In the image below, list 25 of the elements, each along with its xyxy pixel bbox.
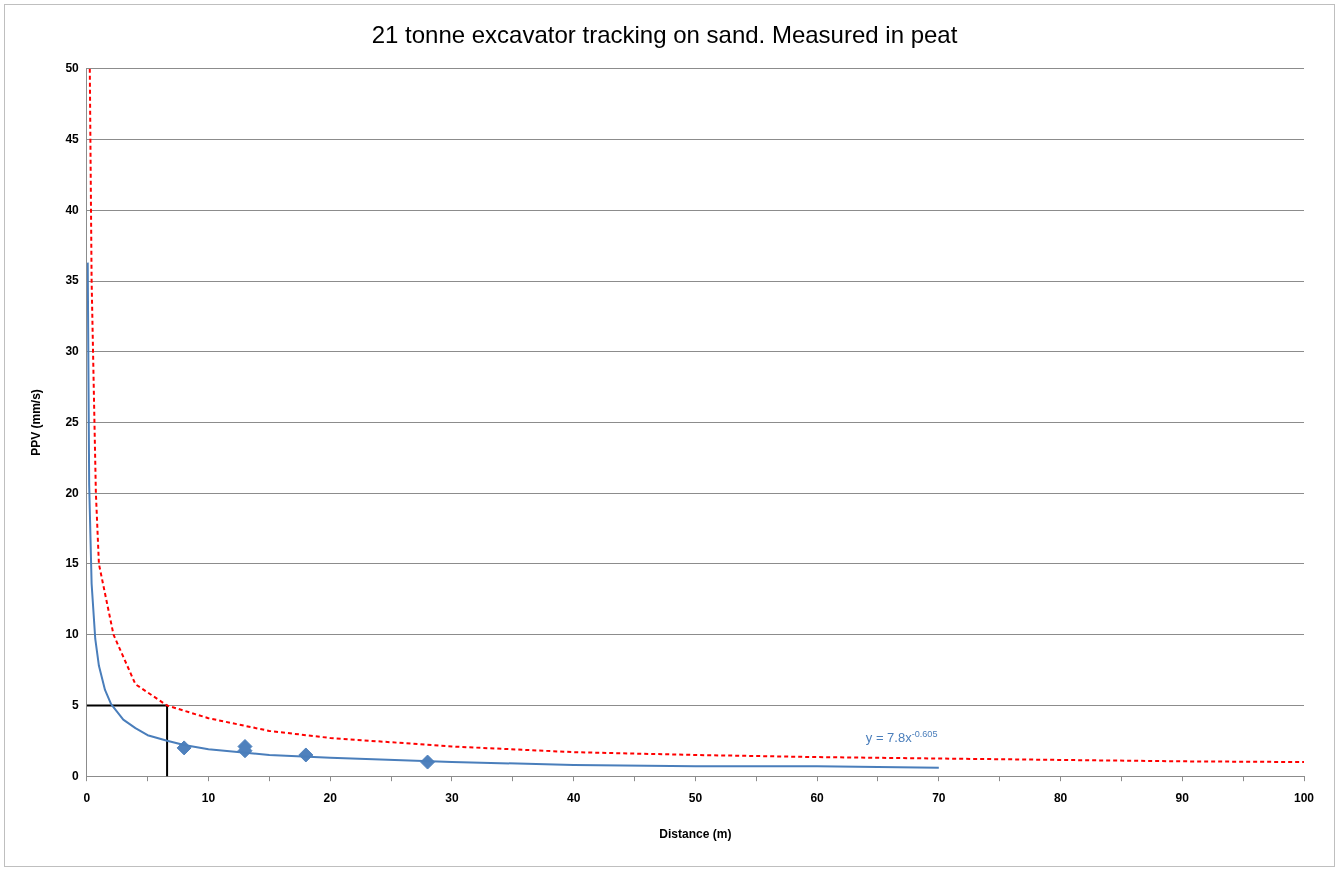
y-tick-label: 45 [65,131,80,146]
y-tick-label: 0 [72,768,80,783]
x-tick-label: 90 [1175,790,1190,805]
x-tick-label: 20 [323,790,338,805]
y-tick-label: 10 [65,627,80,642]
y-tick-label: 30 [65,344,80,359]
y-tick-label: 50 [65,61,80,76]
x-tick-label: 0 [83,790,91,805]
y-axis-title: PPV (mm/s) [28,389,43,456]
x-tick-label: 10 [201,790,216,805]
y-tick-label: 25 [65,414,80,429]
y-tick-label: 20 [65,485,80,500]
y-tick-label: 5 [72,697,80,712]
x-tick-label: 100 [1293,790,1315,805]
x-tick-label: 80 [1053,790,1068,805]
chart-title: 21 tonne excavator tracking on sand. Measured in peat [371,21,958,49]
y-tick-label: 40 [65,202,80,217]
x-tick-label: 60 [810,790,825,805]
y-tick-label: 35 [65,273,80,288]
x-tick-label: 40 [566,790,581,805]
x-axis-title: Distance (m) [659,827,732,842]
x-tick-label: 70 [932,790,946,805]
x-tick-label: 30 [445,790,459,805]
x-tick-label: 50 [688,790,703,805]
y-tick-label: 15 [65,556,80,571]
